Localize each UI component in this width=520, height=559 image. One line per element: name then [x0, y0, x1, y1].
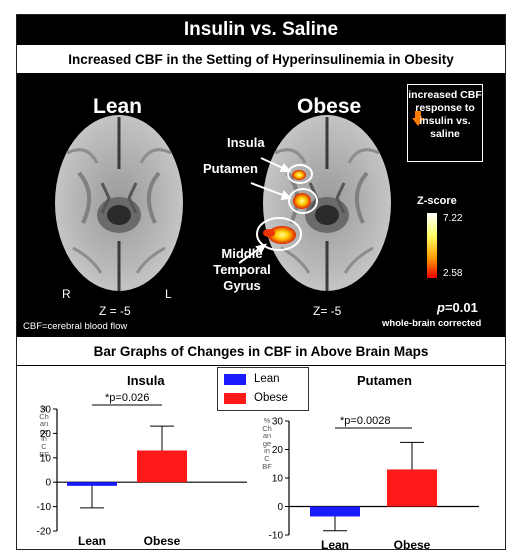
insula-bar-chart: -20 -10 0 10 20 30 Lean Obese *p=0.026	[37, 392, 247, 548]
insula-chart-title: Insula	[127, 373, 165, 388]
putamen-chart-title: Putamen	[357, 373, 412, 388]
cbf-footnote: CBF=cerebral blood flow	[23, 321, 128, 332]
bar-legend: Lean Obese	[217, 367, 309, 411]
bar-lean	[310, 506, 360, 517]
middle-temporal-label: Middle Temporal Gyrus	[213, 246, 271, 293]
p-value: p=0.01	[437, 300, 478, 315]
category-label: Obese	[144, 534, 181, 548]
legend-item-lean: Lean	[224, 373, 280, 385]
obese-label: Obese	[297, 95, 362, 118]
temporal-activation	[268, 226, 296, 244]
zscore-title: Z-score	[417, 195, 457, 207]
insula-label: Insula	[227, 135, 265, 150]
y-tick-label: 10	[272, 474, 284, 485]
lean-z-label: Z = -5	[99, 304, 131, 318]
legend-label-lean: Lean	[254, 373, 280, 385]
figure-frame: Insulin vs. Saline Increased CBF in the …	[16, 14, 506, 551]
y-tick-label: -20	[37, 527, 52, 538]
brain-slices	[55, 111, 437, 291]
p-value-prefix: p	[437, 300, 445, 315]
map-legend: increased CBF response to insulin vs. sa…	[407, 84, 483, 162]
lean-brain-slice	[55, 115, 183, 291]
obese-z-label: Z= -5	[313, 304, 342, 318]
category-label: Lean	[78, 534, 106, 548]
putamen-label: Putamen	[203, 161, 258, 176]
bar-graphs-area: Insula Putamen Lean Obese % Change in CB…	[17, 365, 505, 551]
putamen-activation	[293, 193, 311, 209]
insula-ylabel: % Change in CBF	[39, 404, 49, 459]
insula-circle	[287, 164, 313, 184]
obese-brain-slice	[238, 115, 391, 291]
temporal-circle	[256, 217, 302, 251]
y-tick-label: 0	[45, 478, 51, 489]
putamen-ylabel: % Change in CBF	[262, 416, 272, 471]
brain-map-panel: Lean Obese Insula Putamen Middle Tempora…	[17, 73, 505, 337]
category-label: Obese	[394, 538, 431, 551]
legend-swatch-obese	[224, 392, 246, 404]
orientation-r: R	[62, 287, 71, 301]
zscore-colorbar	[427, 213, 437, 278]
legend-item-obese: Obese	[224, 392, 288, 404]
category-label: Lean	[321, 538, 349, 551]
up-arrow-icon	[412, 111, 424, 126]
y-tick-label: -10	[37, 502, 52, 513]
figure-subtitle: Increased CBF in the Setting of Hyperins…	[17, 45, 505, 74]
correction-note: whole-brain corrected	[382, 318, 482, 329]
zscore-min: 2.58	[443, 268, 463, 279]
orientation-l: L	[165, 287, 172, 301]
p-value-suffix: =0.01	[444, 300, 478, 315]
putamen-circle	[288, 188, 318, 214]
lean-label: Lean	[93, 95, 143, 118]
legend-swatch-lean	[224, 373, 246, 385]
insula-activation	[292, 170, 306, 180]
y-tick-label: 30	[40, 405, 52, 416]
putamen-bar-chart: -10 0 10 20 30 Lean Obese *p=0.0028	[269, 415, 479, 551]
significance-label: *p=0.0028	[340, 415, 390, 427]
map-legend-text: increased CBF response to insulin vs. sa…	[408, 89, 482, 140]
y-tick-label: 30	[272, 417, 284, 428]
region-arrows	[238, 157, 293, 264]
significance-label: *p=0.026	[105, 392, 149, 404]
y-tick-label: 20	[272, 445, 284, 456]
bar-lean	[67, 482, 117, 486]
figure-title: Insulin vs. Saline	[17, 15, 505, 45]
bar-graphs-title: Bar Graphs of Changes in CBF in Above Br…	[17, 337, 505, 366]
bar-obese	[137, 450, 187, 483]
y-tick-label: 20	[40, 429, 52, 440]
y-tick-label: 0	[277, 502, 283, 513]
y-tick-label: -10	[269, 531, 284, 542]
zscore-max: 7.22	[443, 213, 463, 224]
legend-label-obese: Obese	[254, 392, 288, 404]
bar-obese	[387, 469, 437, 507]
y-tick-label: 10	[40, 453, 52, 464]
